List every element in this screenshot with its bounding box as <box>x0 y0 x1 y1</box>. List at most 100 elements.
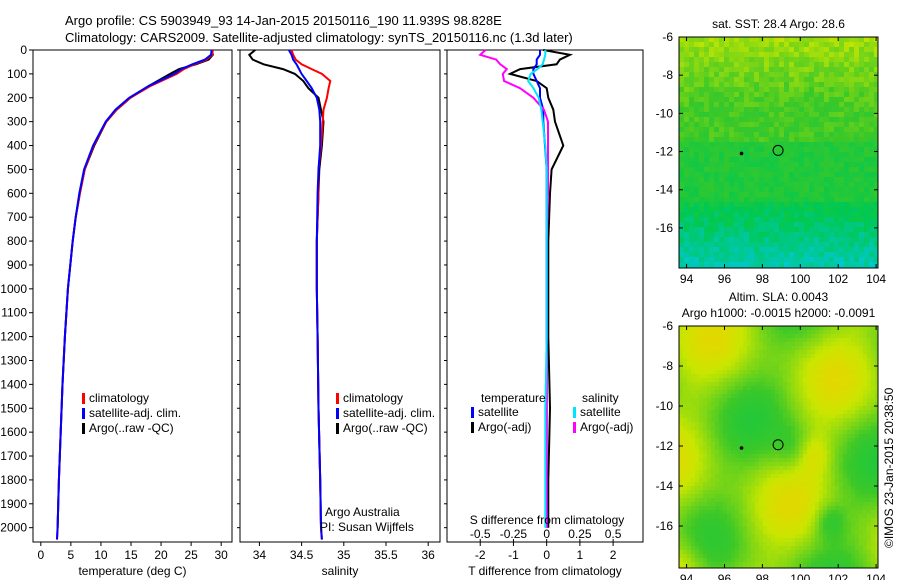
y-tick-label: 1400 <box>0 377 27 391</box>
y-tick-label: 300 <box>7 115 27 129</box>
y-tick-label: 500 <box>7 162 27 176</box>
axes-frame <box>239 49 441 543</box>
y-tick-label: 0 <box>20 43 27 57</box>
s-tick-label: 0.25 <box>568 527 592 541</box>
legend-item-swatch <box>336 408 339 419</box>
x-tick-label: 1 <box>577 548 584 562</box>
y-tick-label: 1000 <box>0 282 27 296</box>
s-axis-label: S difference from climatology <box>470 513 625 527</box>
legend-item-swatch <box>82 408 85 419</box>
lat-tick-label: -6 <box>662 30 673 44</box>
lon-tick-label: 104 <box>866 572 886 580</box>
previous-position-marker <box>739 446 744 450</box>
legend-item-label: Argo(..raw -QC) <box>89 421 174 435</box>
lat-tick-label: -10 <box>656 399 674 413</box>
y-tick-label: 600 <box>7 186 27 200</box>
map-title: Altim. SLA: 0.0043 <box>729 290 829 304</box>
lat-tick-label: -6 <box>662 319 673 333</box>
legend-item-swatch <box>573 422 576 433</box>
x-tick-label: -1 <box>508 548 519 562</box>
lat-tick-label: -8 <box>662 68 673 82</box>
legend-item-swatch <box>82 423 85 434</box>
series-line-satellite-adj-clim- <box>288 49 323 540</box>
sst-map-panel: 94 96 98 100 102 104 -6 -8 -10 -12 -14 -16 sat. SST:… <box>656 17 887 286</box>
x-tick-label: -2 <box>475 548 486 562</box>
y-tick-label: 400 <box>7 139 27 153</box>
s-tick-label: 0.5 <box>605 527 622 541</box>
lat-tick-label: -16 <box>656 221 674 235</box>
y-tick-label: 100 <box>7 67 27 81</box>
lat-tick-label: -12 <box>656 439 674 453</box>
x-tick-label: 15 <box>124 548 138 562</box>
map-heatmap-cells <box>679 37 878 268</box>
y-tick-label: 1600 <box>0 425 27 439</box>
annotation-line: Argo Australia <box>325 505 400 519</box>
salinity-panel: 34 34.5 35 35.5 36 salinity climatologysatelli… <box>237 49 441 578</box>
lat-tick-label: -10 <box>656 106 674 120</box>
series-line-climatology <box>290 49 332 540</box>
legend-item-label: satellite <box>478 405 519 419</box>
lon-tick-label: 96 <box>718 572 732 580</box>
y-tick-label: 1900 <box>0 497 27 511</box>
series-line-argo <box>247 49 325 528</box>
legend-item-swatch <box>573 407 576 418</box>
legend-item-label: climatology <box>89 391 149 405</box>
x-tick-label: 30 <box>214 548 228 562</box>
series-line-satellite-adj-clim- <box>56 49 213 540</box>
legend-item-label: climatology <box>343 391 403 405</box>
lon-tick-label: 98 <box>756 272 770 286</box>
argo-position-marker <box>772 439 784 451</box>
lat-tick-label: -12 <box>656 145 674 159</box>
series-line-s-argo <box>478 49 549 528</box>
sla-map-panel: 94 96 98 100 102 104 -6 -8 -10 -12 -14 -16 Altim. SL… <box>656 290 887 580</box>
x-tick-label: 0 <box>37 548 44 562</box>
x-tick-label: 10 <box>94 548 108 562</box>
legend-item-label: Argo(..raw -QC) <box>343 421 428 435</box>
lon-tick-label: 100 <box>790 272 810 286</box>
lon-tick-label: 96 <box>718 272 732 286</box>
lon-tick-label: 94 <box>680 272 694 286</box>
s-tick-label: -0.5 <box>470 527 491 541</box>
argo-position-marker <box>772 144 784 156</box>
x-tick-label: 34.5 <box>290 548 314 562</box>
map-subtitle: Argo h1000: -0.0015 h2000: -0.0091 <box>682 306 876 320</box>
series-line-s-satellite <box>526 50 548 528</box>
x-axis-label: T difference from climatology <box>468 564 622 578</box>
y-tick-label: 1500 <box>0 401 27 415</box>
lat-tick-label: -14 <box>656 183 674 197</box>
title-line-1: Argo profile: CS 5903949_93 14-Jan-2015 … <box>65 13 502 28</box>
y-tick-label: 1700 <box>0 449 27 463</box>
legend-item-swatch <box>471 422 474 433</box>
legend-title-temperature: temperature <box>481 391 546 405</box>
x-tick-label: 34 <box>253 548 267 562</box>
legend-item-label: satellite <box>580 405 621 419</box>
lon-tick-label: 94 <box>680 572 694 580</box>
lon-tick-label: 102 <box>828 572 848 580</box>
legend-item-swatch <box>471 407 474 418</box>
x-axis-label: salinity <box>322 564 359 578</box>
lon-tick-label: 98 <box>756 572 770 580</box>
legend-item-label: satellite-adj. clim. <box>343 406 435 420</box>
lon-tick-label: 100 <box>790 572 810 580</box>
series-line-climatology <box>56 49 214 540</box>
series-line-t-argo <box>507 49 574 528</box>
legend-item-label: Argo(-adj) <box>478 420 531 434</box>
title-line-2: Climatology: CARS2009. Satellite-adjuste… <box>65 30 573 45</box>
y-tick-label: 900 <box>7 258 27 272</box>
series-line-argo <box>56 49 214 528</box>
previous-position-marker <box>739 151 744 156</box>
legend-item-label: satellite-adj. clim. <box>89 406 181 420</box>
y-tick-label: 1300 <box>0 353 27 367</box>
y-tick-label: 1200 <box>0 330 27 344</box>
s-tick-label: 0 <box>543 527 550 541</box>
x-axis-label: temperature (deg C) <box>78 564 186 578</box>
legend-title-salinity: salinity <box>582 391 619 405</box>
map-frame <box>678 325 879 569</box>
legend-item-swatch <box>82 393 85 404</box>
legend-item-swatch <box>336 393 339 404</box>
difference-panel: -2 -1 0 1 2 T difference from climatology temp… <box>444 49 644 578</box>
y-tick-label: 1100 <box>1 306 27 320</box>
lat-tick-label: -8 <box>662 359 673 373</box>
y-tick-label: 2000 <box>0 521 27 535</box>
